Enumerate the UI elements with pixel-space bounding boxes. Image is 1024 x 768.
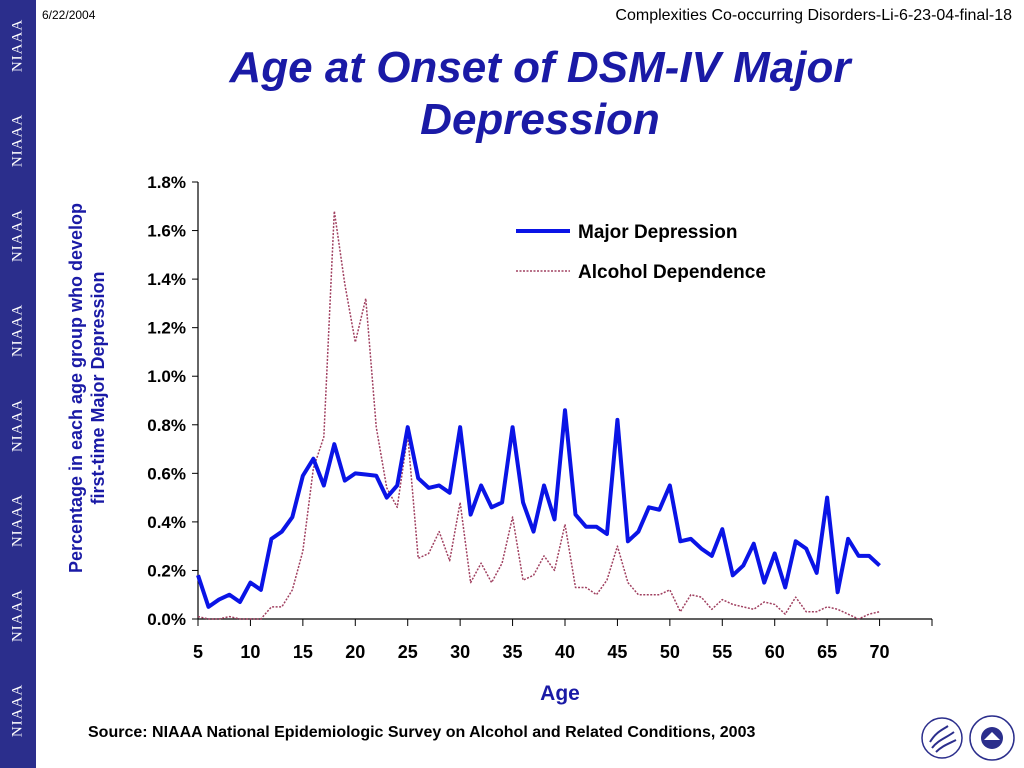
y-axis-label-line-2: first-time Major Depression: [88, 271, 108, 504]
x-tick-label: 50: [660, 642, 680, 662]
agency-logos: [921, 715, 1015, 761]
niaaa-sidebar: NIAAA NIAAA NIAAA NIAAA NIAAA NIAAA NIAA…: [0, 0, 36, 768]
x-axis-label: Age: [540, 682, 580, 705]
x-tick-label: 65: [817, 642, 837, 662]
x-tick-label: 5: [193, 642, 203, 662]
nih-logo: [969, 715, 1015, 761]
y-tick-label: 0.2%: [147, 561, 186, 580]
y-tick-label: 1.2%: [147, 319, 186, 338]
y-tick-label: 0.8%: [147, 416, 186, 435]
slide-title-line-2: Depression: [420, 95, 660, 144]
source-note: Source: NIAAA National Epidemiologic Sur…: [88, 724, 756, 741]
hhs-eagle-logo: [921, 717, 963, 759]
x-tick-label: 35: [503, 642, 523, 662]
legend-label-alcohol-dependence: Alcohol Dependence: [578, 262, 766, 283]
x-tick-label: 55: [712, 642, 732, 662]
y-tick-label: 0.0%: [147, 610, 186, 629]
legend-label-major-depression: Major Depression: [578, 222, 737, 243]
y-axis-label: Percentage in each age group who develop…: [66, 203, 108, 573]
legend: Major Depression Alcohol Dependence: [516, 222, 766, 283]
y-tick-label: 0.4%: [147, 513, 186, 532]
slide-date: 6/22/2004: [42, 8, 96, 22]
x-tick-label: 20: [345, 642, 365, 662]
series-layer: [196, 210, 881, 620]
y-axis-label-line-1: Percentage in each age group who develop: [66, 203, 86, 573]
y-tick-label: 0.6%: [147, 464, 186, 483]
slide-title: Age at Onset of DSM-IV Major Depression: [60, 42, 1020, 146]
x-tick-label: 60: [765, 642, 785, 662]
x-tick-label: 30: [450, 642, 470, 662]
y-tick-label: 1.0%: [147, 367, 186, 386]
axes: [197, 182, 932, 620]
x-tick-label: 70: [870, 642, 890, 662]
y-tick-label: 1.6%: [147, 222, 186, 241]
x-tick-label: 45: [607, 642, 627, 662]
slide-title-line-1: Age at Onset of DSM-IV Major: [229, 43, 851, 92]
x-tick-label: 10: [240, 642, 260, 662]
x-tick-labels: 5 10 15 20 25 30 35 40 45 50 55 60 65 70: [193, 619, 933, 662]
series-line-major-depression: [196, 408, 881, 609]
x-tick-label: 15: [293, 642, 313, 662]
y-tick-label: 1.4%: [147, 270, 186, 289]
y-tick-label: 1.8%: [147, 173, 186, 192]
slide-identifier: Complexities Co-occurring Disorders-Li-6…: [615, 7, 1012, 24]
x-tick-label: 25: [398, 642, 418, 662]
x-tick-label: 40: [555, 642, 575, 662]
series-line-alcohol-dependence: [197, 210, 880, 620]
y-tick-labels: 0.0% 0.2% 0.4% 0.6% 0.8% 1.0% 1.2% 1.4% 1.6% 1.8%: [147, 173, 198, 629]
